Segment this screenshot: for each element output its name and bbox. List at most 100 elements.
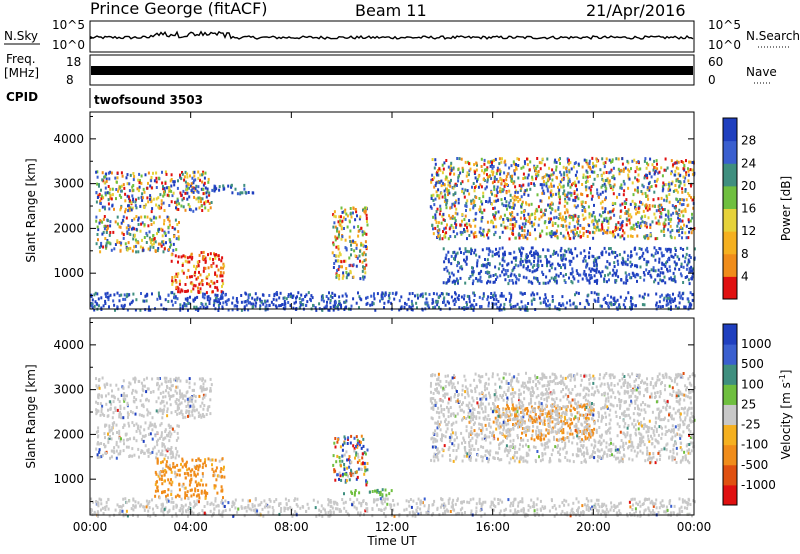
data-cell [176,223,179,226]
data-cell [163,219,166,223]
data-cell [691,277,693,281]
data-cell [505,178,508,182]
data-cell [363,461,366,465]
data-cell [666,196,669,200]
data-cell [509,252,512,256]
data-cell [544,300,546,304]
data-cell [243,308,246,312]
data-cell [120,416,123,420]
data-cell [468,300,471,304]
data-cell [408,292,411,296]
data-cell [681,219,684,223]
data-cell [488,199,491,203]
data-cell [168,481,171,485]
data-cell [141,192,144,196]
data-cell [116,176,119,180]
data-cell [480,219,483,223]
data-cell [608,262,611,266]
data-cell [182,271,185,275]
data-cell [456,184,458,187]
data-cell [150,223,153,226]
data-cell [611,250,613,254]
data-cell [105,382,108,386]
data-cell [347,273,350,277]
data-cell [465,301,468,304]
data-cell [186,182,189,186]
data-cell [546,264,548,268]
data-cell [574,199,577,203]
data-cell [561,437,563,441]
data-cell [208,191,211,195]
data-cell [344,259,347,263]
data-cell [544,293,547,297]
data-cell [359,443,361,447]
data-cell [465,209,467,212]
data-cell [213,484,216,488]
data-cell [129,437,131,441]
data-cell [107,185,110,188]
data-cell [127,241,130,245]
data-cell [431,223,434,227]
data-cell [472,308,475,312]
data-cell [642,251,645,255]
data-cell [628,218,631,222]
data-cell [295,296,297,300]
data-cell [135,298,138,302]
data-cell [531,175,534,179]
data-cell [469,224,472,228]
data-cell [603,165,606,169]
data-cell [179,306,182,310]
data-cell [474,212,477,216]
data-cell [589,246,591,250]
data-cell [172,191,175,195]
data-cell [575,205,578,209]
data-cell [171,450,174,454]
data-cell [193,195,196,199]
data-cell [341,235,344,239]
data-cell [541,229,544,233]
data-cell [583,206,586,209]
data-cell [355,470,358,474]
data-cell [143,206,146,209]
data-cell [162,437,165,441]
data-cell [98,184,100,188]
data-cell [665,194,668,198]
data-cell [191,282,194,286]
data-cell [524,304,527,308]
data-cell [197,170,200,174]
data-cell [153,422,156,426]
data-cell [108,430,111,434]
data-cell [492,293,495,297]
data-cell [150,186,153,190]
data-cell [478,278,481,282]
data-cell [617,221,620,225]
data-cell [205,483,208,487]
data-cell [452,226,455,230]
data-cell [534,276,537,280]
data-cell [636,178,639,182]
data-cell [441,292,444,296]
data-cell [457,281,459,285]
data-cell [170,411,173,415]
data-cell [437,173,440,177]
data-cell [621,234,624,238]
data-cell [457,201,460,205]
data-cell [333,300,336,304]
data-cell [601,177,604,181]
data-cell [195,207,198,211]
data-cell [101,453,104,457]
data-cell [634,274,637,278]
data-cell [366,223,369,227]
data-cell [543,183,546,187]
data-cell [192,287,195,291]
data-cell [515,220,518,224]
data-cell [118,436,121,440]
data-cell [584,180,587,184]
data-cell [201,465,204,469]
data-cell [220,489,223,493]
data-cell [584,259,587,263]
data-cell [627,186,630,190]
data-cell [431,298,434,302]
data-cell [165,186,168,190]
data-cell [159,377,161,380]
